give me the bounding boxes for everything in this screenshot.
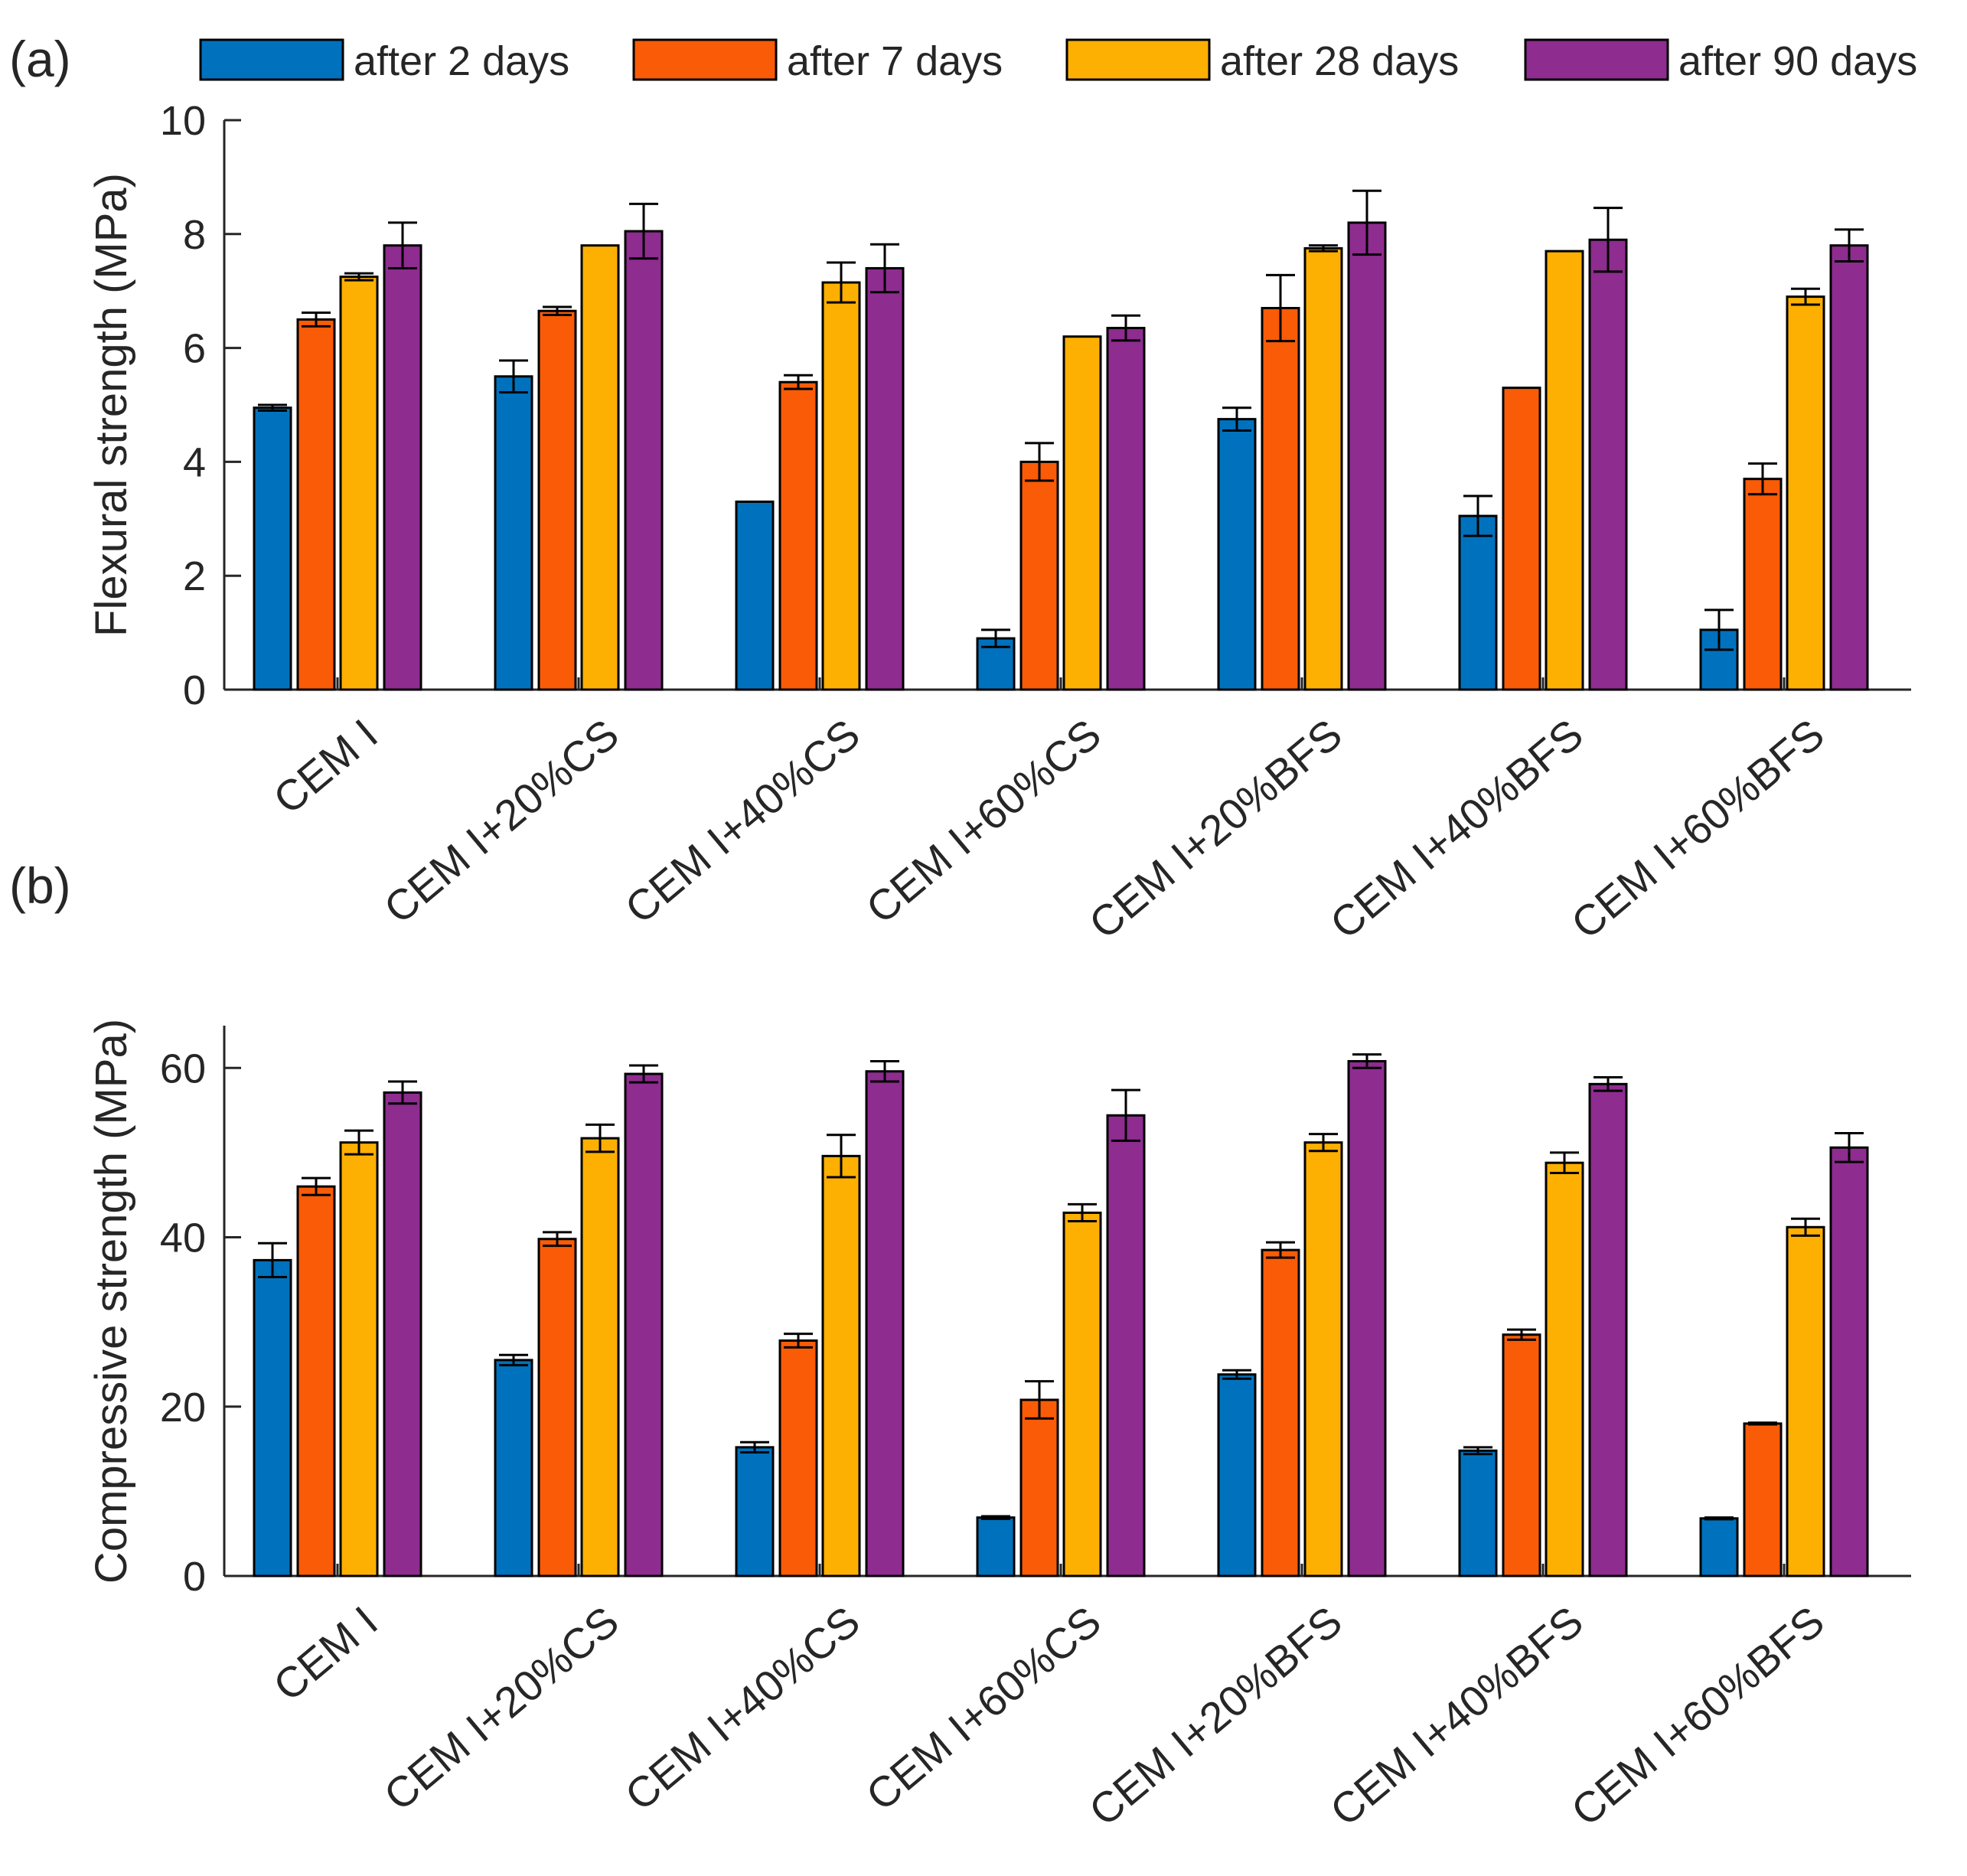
panel-a-bar-cem-i-60-cs-after-7-days [1019,460,1059,691]
panel-a-bar-cem-i-60-cs-after-28-days [1062,335,1102,691]
panel-b-category-label-cem-i-20-bfs: CEM I+20%BFS [1080,1597,1351,1835]
panel-b-category-label-cem-i-40-cs: CEM I+40%CS [616,1597,869,1819]
panel-b-bar-cem-i-20-cs-after-28-days [580,1137,620,1577]
panel-b-bar-cem-i-60-cs-after-7-days [1019,1398,1059,1577]
panel-b-bar-cem-i-after-2-days [253,1258,292,1577]
panel-a-bar-cem-i-40-bfs-after-28-days [1545,250,1584,691]
panel-a-category-label-cem-i-40-cs: CEM I+40%CS [616,710,869,932]
panel-b-bar-cem-i-60-cs-after-28-days [1062,1211,1102,1577]
panel-b-bar-cem-i-after-7-days [296,1185,336,1577]
panel-a-y-tick-label: 2 [183,553,206,599]
panel-b-bar-cem-i-40-cs-after-7-days [778,1339,818,1577]
panel-b-category-label-cem-i: CEM I [264,1597,387,1710]
panel-b-bar-cem-i-40-cs-after-2-days [735,1446,775,1577]
panel-b-bar-cem-i-20-bfs-after-2-days [1217,1373,1257,1577]
panel-a-bar-cem-i-40-cs-after-90-days [865,266,905,691]
panel-b-bar-cem-i-60-bfs-after-7-days [1743,1422,1783,1577]
panel-b-bar-cem-i-60-bfs-after-28-days [1786,1225,1825,1577]
panel-b-category-label-cem-i-60-cs: CEM I+60%CS [857,1597,1110,1819]
panel-a-bar-cem-i-20-bfs-after-90-days [1347,221,1387,691]
panel-b-bar-cem-i-40-bfs-after-28-days [1545,1161,1584,1577]
panel-a-bar-cem-i-60-bfs-after-90-days [1829,244,1869,691]
panel-b-y-axis-title: Compressive strength (MPa) [86,1019,136,1584]
panel-a-bar-cem-i-40-cs-after-2-days [735,500,775,691]
legend-label-after-90-days: after 90 days [1678,38,1917,84]
panel-a-bar-cem-i-after-7-days [296,318,336,691]
panel-a-bar-cem-i-20-cs-after-90-days [624,230,664,691]
panel-b-compressive-chart: (b) 0 20 40 60 Compressive strength (MPa) CEM … [9,857,1911,1835]
panel-a-bar-cem-i-60-bfs-after-7-days [1743,478,1783,691]
panel-b-bar-cem-i-40-bfs-after-2-days [1458,1449,1498,1577]
panel-a-bar-cem-i-40-cs-after-28-days [821,281,861,691]
panel-a-y-axis-title: Flexural strength (MPa) [86,173,136,637]
panel-a-bar-cem-i-60-bfs-after-28-days [1786,295,1825,691]
panel-a-category-label-cem-i-20-bfs: CEM I+20%BFS [1080,710,1351,948]
legend-swatch-after-7-days [632,38,778,81]
panel-b-bar-cem-i-20-bfs-after-90-days [1347,1059,1387,1577]
panel-a-bar-cem-i-after-2-days [253,406,292,691]
panel-a-bar-cem-i-20-cs-after-28-days [580,244,620,691]
panel-a-bar-cem-i-40-cs-after-7-days [778,380,818,691]
panel-b-bar-cem-i-60-cs-after-90-days [1106,1114,1146,1577]
panel-a-bar-cem-i-20-bfs-after-2-days [1217,418,1257,691]
panel-a-bar-cem-i-20-bfs-after-7-days [1261,307,1300,691]
panel-b-bar-cem-i-40-cs-after-90-days [865,1070,905,1577]
panel-b-bar-cem-i-60-cs-after-2-days [976,1516,1016,1577]
legend-swatch-after-2-days [199,38,344,81]
panel-b-bar-cem-i-after-28-days [339,1141,379,1577]
panel-a-bar-cem-i-after-90-days [383,244,422,691]
panel-a-category-label-cem-i-60-bfs: CEM I+60%BFS [1562,710,1833,948]
panel-b-bar-cem-i-20-bfs-after-7-days [1261,1248,1300,1577]
panel-a-y-tick-label: 10 [160,98,206,144]
panel-a-y-tick-label: 6 [183,326,206,372]
panel-a-bar-cem-i-20-cs-after-7-days [537,309,577,691]
panel-b-bar-cem-i-20-cs-after-2-days [494,1359,533,1577]
panel-b-label: (b) [9,857,71,914]
panel-b-category-label-cem-i-20-cs: CEM I+20%CS [375,1597,628,1819]
panel-b-bar-cem-i-40-bfs-after-90-days [1588,1082,1628,1577]
panel-b-y-tick-label: 0 [183,1554,206,1600]
panel-b-bar-cem-i-after-90-days [383,1091,422,1577]
panel-a-category-label-cem-i-40-bfs: CEM I+40%BFS [1321,710,1592,948]
panel-b-bar-cem-i-20-bfs-after-28-days [1303,1141,1343,1577]
panel-b-category-label-cem-i-40-bfs: CEM I+40%BFS [1321,1597,1592,1835]
panel-b-bar-cem-i-20-cs-after-7-days [537,1238,577,1577]
legend-swatch-after-90-days [1524,38,1669,81]
panel-a-bar-cem-i-20-bfs-after-28-days [1303,246,1343,691]
panel-a-y-tick-label: 8 [183,212,206,258]
legend-label-after-28-days: after 28 days [1220,38,1459,84]
panel-a-y-tick-label: 0 [183,667,206,713]
panel-b-bar-cem-i-60-bfs-after-90-days [1829,1146,1869,1577]
legend: after 2 days after 7 days after 28 days aft… [199,38,1917,84]
panel-b-bar-cem-i-40-cs-after-28-days [821,1154,861,1577]
panel-a-label: (a) [9,31,71,87]
legend-label-after-7-days: after 7 days [787,38,1003,84]
panel-a-y-tick-label: 4 [183,439,206,485]
panel-a-category-label-cem-i-60-cs: CEM I+60%CS [857,710,1110,932]
panel-a-bar-cem-i-20-cs-after-2-days [494,375,533,691]
panel-a-bar-cem-i-40-bfs-after-2-days [1458,514,1498,691]
panel-b-bar-cem-i-20-cs-after-90-days [624,1072,664,1577]
legend-label-after-2-days: after 2 days [354,38,569,84]
panel-a-category-label-cem-i: CEM I [264,710,387,823]
panel-a-bar-cem-i-40-bfs-after-90-days [1588,238,1628,691]
panel-a-bar-cem-i-after-28-days [339,276,379,691]
panel-a-category-label-cem-i-20-cs: CEM I+20%CS [375,710,628,932]
panel-b-bar-cem-i-60-bfs-after-2-days [1699,1517,1739,1577]
legend-swatch-after-28-days [1065,38,1211,81]
panel-b-y-tick-label: 40 [160,1215,206,1261]
panel-a-bar-cem-i-60-cs-after-90-days [1106,327,1146,691]
panel-b-y-tick-label: 20 [160,1385,206,1431]
panel-b-bar-cem-i-40-bfs-after-7-days [1502,1333,1541,1577]
panel-b-category-label-cem-i-60-bfs: CEM I+60%BFS [1562,1597,1833,1835]
panel-a-bar-cem-i-40-bfs-after-7-days [1502,387,1541,691]
panel-b-y-tick-label: 60 [160,1046,206,1091]
